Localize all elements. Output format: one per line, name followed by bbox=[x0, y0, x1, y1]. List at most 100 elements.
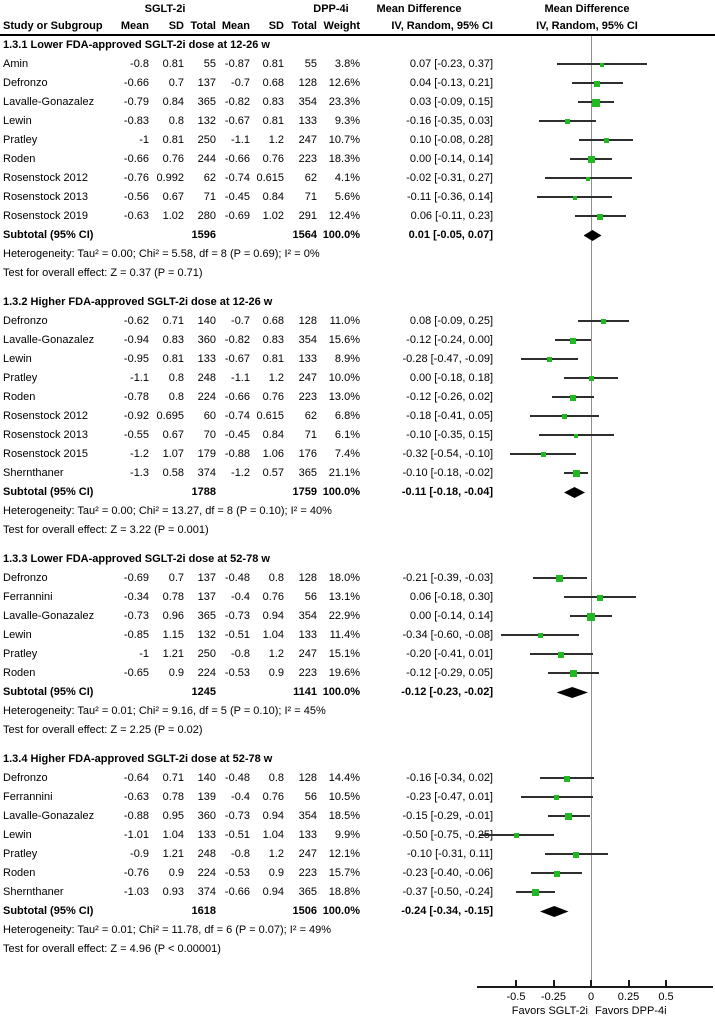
heterogeneity-row: Heterogeneity: Tau² = 0.01; Chi² = 11.78… bbox=[0, 921, 715, 940]
study-row: Defronzo -0.66 0.7 137 -0.7 0.68 128 12.6% 0.04 … bbox=[0, 74, 715, 93]
mean1-cell: -1.01 bbox=[123, 829, 149, 841]
weight-cell: 9.3% bbox=[334, 115, 360, 127]
mean2-cell: -1.2 bbox=[231, 467, 250, 479]
mean1-cell: -0.92 bbox=[123, 410, 149, 422]
total2-cell: 223 bbox=[298, 153, 317, 165]
ci-column-header: IV, Random, 95% CI bbox=[391, 20, 493, 32]
study-name-cell: Defronzo bbox=[3, 572, 48, 584]
ci-label-cell: -0.34 [-0.60, -0.08] bbox=[402, 629, 494, 641]
group1-header: SGLT-2i bbox=[144, 3, 186, 15]
study-name-cell: Pratley bbox=[3, 648, 38, 660]
subtotal-label: Subtotal (95% CI) bbox=[3, 486, 94, 498]
total2-cell: 128 bbox=[298, 315, 317, 327]
ci-label-cell: -0.23 [-0.47, 0.01] bbox=[406, 791, 493, 803]
mean2-cell: -0.4 bbox=[231, 791, 250, 803]
ci-label-cell: -0.11 [-0.36, 0.14] bbox=[406, 191, 493, 203]
study-name-cell: Roden bbox=[3, 867, 36, 879]
weight-cell: 6.1% bbox=[334, 429, 360, 441]
study-name-cell: Pratley bbox=[3, 848, 38, 860]
mean2-cell: -0.45 bbox=[224, 429, 250, 441]
mean2-cell: -0.73 bbox=[224, 810, 250, 822]
point-marker bbox=[532, 889, 539, 896]
sd2-cell: 0.83 bbox=[262, 96, 284, 108]
total2-cell: 62 bbox=[304, 410, 317, 422]
mean1-cell: -0.66 bbox=[123, 153, 149, 165]
subtotal-ci: -0.11 [-0.18, -0.04] bbox=[401, 486, 493, 498]
ci-label-cell: -0.28 [-0.47, -0.09] bbox=[402, 353, 494, 365]
mean1-cell: -0.78 bbox=[123, 391, 149, 403]
total2-cell: 56 bbox=[304, 591, 317, 603]
total2-cell: 247 bbox=[298, 372, 317, 384]
subtotal-label: Subtotal (95% CI) bbox=[3, 905, 94, 917]
subgroup-title-row: 1.3.2 Higher FDA-approved SGLT-2i dose a… bbox=[0, 293, 715, 312]
mean1-cell: -0.76 bbox=[123, 172, 149, 184]
study-name-cell: Pratley bbox=[3, 134, 38, 146]
point-marker bbox=[540, 452, 546, 457]
study-name-cell: Lewin bbox=[3, 829, 32, 841]
study-row: Defronzo -0.62 0.71 140 -0.7 0.68 128 11.0% 0.08… bbox=[0, 312, 715, 331]
total2-cell: 128 bbox=[298, 772, 317, 784]
point-marker bbox=[599, 62, 604, 67]
total1-cell: 139 bbox=[197, 791, 216, 803]
mean2-cell: -0.87 bbox=[224, 58, 250, 70]
total2-cell: 71 bbox=[304, 191, 317, 203]
sd2-cell: 0.76 bbox=[262, 591, 284, 603]
total1-cell: 137 bbox=[197, 591, 216, 603]
weight-cell: 15.6% bbox=[328, 334, 360, 346]
subtotal-total1: 1245 bbox=[191, 686, 216, 698]
weight-cell: 15.7% bbox=[328, 867, 360, 879]
point-marker bbox=[591, 98, 600, 107]
overall-effect-text: Test for overall effect: Z = 3.22 (P = 0… bbox=[3, 524, 209, 536]
mean2-cell: -0.7 bbox=[231, 315, 250, 327]
x-axis-line bbox=[477, 986, 713, 988]
study-name-cell: Pratley bbox=[3, 372, 38, 384]
sd1-cell: 0.58 bbox=[162, 467, 184, 479]
ci-label-cell: -0.12 [-0.29, 0.05] bbox=[406, 667, 493, 679]
sd1-cell: 1.02 bbox=[162, 210, 184, 222]
heterogeneity-text: Heterogeneity: Tau² = 0.01; Chi² = 11.78… bbox=[3, 924, 332, 936]
sd2-cell: 0.615 bbox=[256, 172, 284, 184]
x-axis-tick-label: 0.25 bbox=[617, 991, 640, 1003]
study-row: Pratley -1 1.21 250 -0.8 1.2 247 15.1% -0.20 [-0… bbox=[0, 645, 715, 664]
total1-cell: 70 bbox=[203, 429, 216, 441]
mean1-cell: -1 bbox=[139, 648, 149, 660]
weight-cell: 10.0% bbox=[328, 372, 360, 384]
total1-cell: 365 bbox=[197, 610, 216, 622]
ci-label-cell: -0.21 [-0.39, -0.03] bbox=[402, 572, 494, 584]
study-row: Pratley -1.1 0.8 248 -1.1 1.2 247 10.0% 0.00 [-0… bbox=[0, 369, 715, 388]
sd1-cell: 0.8 bbox=[168, 372, 184, 384]
mean2-cell: -0.67 bbox=[224, 115, 250, 127]
total2-cell: 133 bbox=[298, 115, 317, 127]
study-name-cell: Amin bbox=[3, 58, 29, 70]
study-row: Shernthaner -1.3 0.58 374 -1.2 0.57 365 21.1% -0… bbox=[0, 464, 715, 483]
point-marker bbox=[572, 195, 577, 200]
mean1-cell: -0.85 bbox=[123, 629, 149, 641]
ci-label-cell: 0.08 [-0.09, 0.25] bbox=[409, 315, 493, 327]
subgroup-title: 1.3.3 Lower FDA-approved SGLT-2i dose at… bbox=[3, 553, 270, 565]
ci-label-cell: 0.04 [-0.13, 0.21] bbox=[409, 77, 493, 89]
point-marker bbox=[572, 470, 580, 477]
sd1-cell: 0.71 bbox=[162, 772, 184, 784]
point-marker bbox=[565, 813, 572, 820]
total2-column-header: Total bbox=[291, 20, 317, 32]
study-column-header: Study or Subgroup bbox=[3, 20, 103, 32]
mean2-column-header: Mean bbox=[221, 20, 250, 32]
sd1-cell: 0.7 bbox=[168, 572, 184, 584]
study-name-cell: Roden bbox=[3, 667, 36, 679]
sd2-cell: 1.06 bbox=[262, 448, 284, 460]
weight-cell: 21.1% bbox=[328, 467, 360, 479]
subtotal-weight: 100.0% bbox=[322, 686, 360, 698]
total2-cell: 291 bbox=[298, 210, 317, 222]
mean1-column-header: Mean bbox=[120, 20, 149, 32]
x-axis-tick-label: 0 bbox=[587, 991, 595, 1003]
sd1-cell: 1.21 bbox=[162, 848, 184, 860]
weight-cell: 5.6% bbox=[334, 191, 360, 203]
total1-cell: 60 bbox=[203, 410, 216, 422]
weight-cell: 12.4% bbox=[328, 210, 360, 222]
ci-label-cell: -0.12 [-0.24, 0.00] bbox=[406, 334, 493, 346]
study-name-cell: Roden bbox=[3, 391, 36, 403]
point-marker bbox=[597, 213, 603, 220]
weight-cell: 11.4% bbox=[329, 629, 360, 641]
point-marker bbox=[570, 337, 576, 344]
subgroup-title: 1.3.4 Higher FDA-approved SGLT-2i dose a… bbox=[3, 753, 273, 765]
